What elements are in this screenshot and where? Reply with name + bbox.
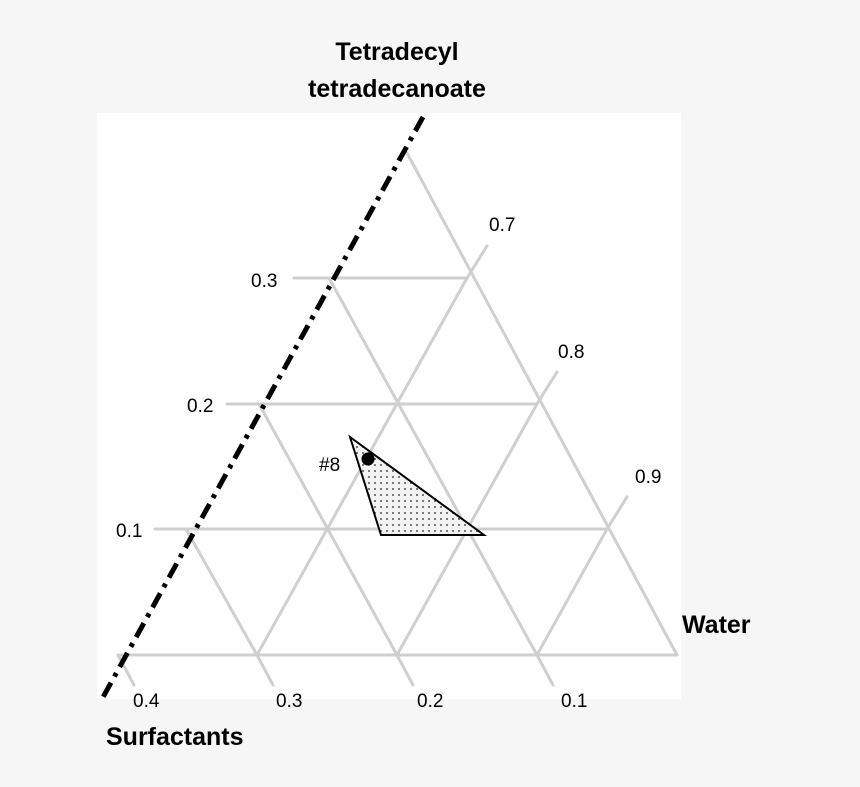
bottom-tick-label-04: 0.4 [133, 691, 160, 712]
left-tick-label-03: 0.3 [251, 271, 277, 292]
dash-dot-boundary-line [99, 115, 426, 701]
tick-bottom-03 [255, 653, 275, 687]
sample-label: #8 [319, 455, 340, 476]
tick-bottom-02 [395, 653, 415, 687]
right-tick-label-07: 0.7 [489, 215, 515, 236]
tick-right-09 [605, 495, 629, 531]
stable-region-triangle [348, 434, 488, 536]
left-tick-label-01: 0.1 [116, 521, 142, 542]
tick-right-08 [535, 370, 559, 406]
grid-line-r-1 [327, 276, 539, 657]
grid-line-r-3 [184, 527, 259, 657]
left-tick-label-02: 0.2 [187, 396, 213, 417]
grid-line-l-3 [535, 527, 609, 657]
right-tick-label-08: 0.8 [558, 342, 584, 363]
right-tick-label-09: 0.9 [635, 467, 661, 488]
bottom-tick-label-01: 0.1 [561, 691, 587, 712]
sample-point-8 [361, 452, 375, 466]
top-corner-label-line1: Tetradecyl [335, 38, 458, 66]
right-corner-label: Water [682, 611, 751, 639]
grid [116, 151, 679, 687]
grid-line-r-edge [405, 151, 679, 657]
diagram-panel [97, 113, 681, 699]
bottom-left-corner-label: Surfactants [106, 723, 244, 751]
bottom-tick-label-02: 0.2 [417, 691, 443, 712]
bottom-tick-label-03: 0.3 [276, 691, 302, 712]
tick-bottom-01 [535, 653, 555, 687]
tick-right-07 [465, 244, 489, 280]
top-corner-label-line2: tetradecanoate [308, 75, 486, 103]
